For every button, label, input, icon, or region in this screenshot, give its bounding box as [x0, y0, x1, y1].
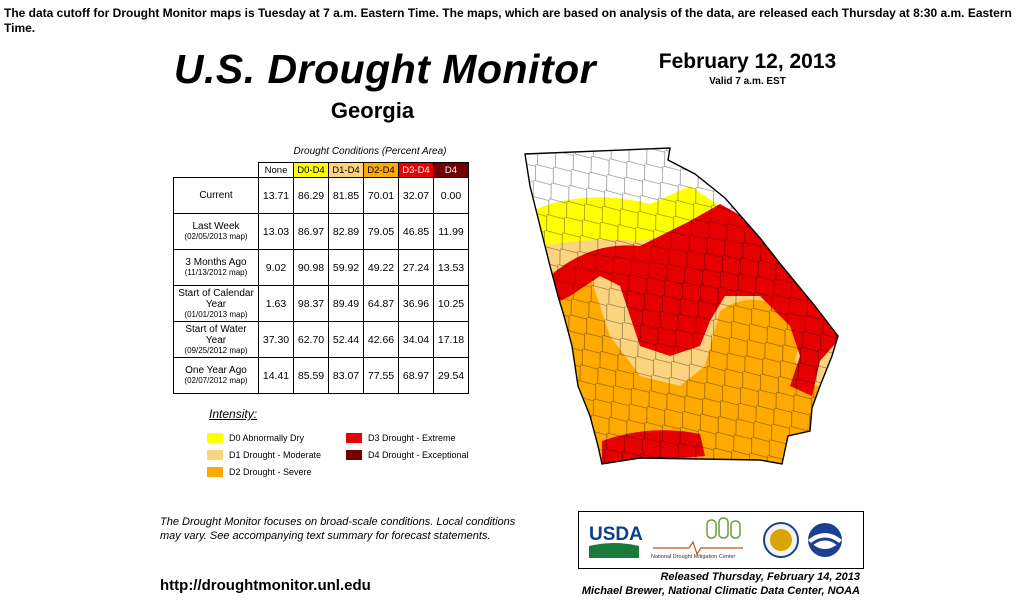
column-header: D1-D4 — [328, 162, 364, 178]
map-title: U.S. Drought Monitor — [173, 46, 597, 92]
usda-logo: USDA — [589, 524, 643, 558]
legend-item-d1: D1 Drought - Moderate — [207, 450, 321, 460]
table-cell: 1.63 — [258, 285, 294, 322]
table-cell: 77.55 — [363, 357, 399, 394]
table-corner — [174, 163, 259, 178]
row-label: Start of Water Year (09/25/2012 map) — [173, 321, 259, 358]
table-cell: 90.98 — [293, 249, 329, 286]
table-cell: 85.59 — [293, 357, 329, 394]
disclaimer-note: The Drought Monitor focuses on broad-sca… — [160, 516, 516, 542]
table-cell: 13.53 — [433, 249, 469, 286]
legend-label: D0 Abnormally Dry — [229, 433, 305, 443]
table-cell: 34.04 — [398, 321, 434, 358]
table-row: Start of Calendar Year (01/01/2013 map) 1… — [173, 285, 469, 322]
author-credit: Michael Brewer, National Climatic Data C… — [581, 585, 860, 597]
georgia-drought-map — [524, 147, 839, 465]
column-header: None — [258, 162, 294, 178]
legend-label: D4 Drought - Exceptional — [368, 450, 469, 460]
table-cell: 82.89 — [328, 213, 364, 250]
legend-swatch — [207, 433, 223, 443]
legend-swatch — [346, 433, 362, 443]
column-header: D3-D4 — [398, 162, 434, 178]
table-cell: 70.01 — [363, 177, 399, 214]
table-cell: 98.37 — [293, 285, 329, 322]
legend-item-d4: D4 Drought - Exceptional — [346, 450, 469, 460]
legend-item-d3: D3 Drought - Extreme — [346, 433, 456, 443]
column-header: D0-D4 — [293, 162, 329, 178]
table-cell: 17.18 — [433, 321, 469, 358]
usda-logo-text: USDA — [589, 524, 643, 545]
table-cell: 27.24 — [398, 249, 434, 286]
release-date: Released Thursday, February 14, 2013 — [660, 571, 860, 583]
column-header: D2-D4 — [363, 162, 399, 178]
table-cell: 79.05 — [363, 213, 399, 250]
table-cell: 81.85 — [328, 177, 364, 214]
legend-swatch — [346, 450, 362, 460]
table-cell: 86.29 — [293, 177, 329, 214]
table-cell: 46.85 — [398, 213, 434, 250]
table-cell: 14.41 — [258, 357, 294, 394]
table-row: 3 Months Ago (11/13/2012 map) 9.02 90.98 … — [173, 249, 469, 286]
row-label: Start of Calendar Year (01/01/2013 map) — [173, 285, 259, 322]
table-row: Last Week (02/05/2013 map) 13.03 86.97 82… — [173, 213, 469, 250]
legend-item-d0: D0 Abnormally Dry — [207, 433, 304, 443]
table-caption: Drought Conditions (Percent Area) — [293, 146, 447, 157]
table-cell: 64.87 — [363, 285, 399, 322]
legend-swatch — [207, 467, 223, 477]
table-cell: 13.71 — [258, 177, 294, 214]
row-label: Current — [173, 177, 259, 214]
table-cell: 0.00 — [433, 177, 469, 214]
table-cell: 11.99 — [433, 213, 469, 250]
state-name: Georgia — [330, 98, 415, 123]
legend-label: D1 Drought - Moderate — [229, 450, 322, 460]
table-cell: 83.07 — [328, 357, 364, 394]
partner-logos: USDA National Drought Mitigation Center — [578, 511, 864, 569]
release-info: Released Thursday, February 14, 2013 Mic… — [520, 570, 860, 598]
table-cell: 62.70 — [293, 321, 329, 358]
commerce-seal-icon — [763, 522, 799, 558]
table-cell: 52.44 — [328, 321, 364, 358]
table-cell: 13.03 — [258, 213, 294, 250]
table-cell: 49.22 — [363, 249, 399, 286]
table-row: Start of Water Year (09/25/2012 map) 37.3… — [173, 321, 469, 358]
logos-strip: USDA National Drought Mitigation Center — [589, 517, 842, 560]
legend-label: D2 Drought - Severe — [229, 467, 312, 477]
intensity-legend-title: Intensity: — [209, 407, 258, 421]
table-cell: 42.66 — [363, 321, 399, 358]
row-label: Last Week (02/05/2013 map) — [173, 213, 259, 250]
table-cell: 9.02 — [258, 249, 294, 286]
table-cell: 10.25 — [433, 285, 469, 322]
table-cell: 59.92 — [328, 249, 364, 286]
county-lines — [525, 148, 838, 464]
valid-time: Valid 7 a.m. EST — [709, 76, 786, 87]
drought-conditions-table: None D0-D4 D1-D4 D2-D4 D3-D4 D4 Current … — [173, 162, 469, 394]
table-cell: 29.54 — [433, 357, 469, 394]
column-header: D4 — [433, 162, 469, 178]
table-cell: 37.30 — [258, 321, 294, 358]
row-label: One Year Ago (02/07/2012 map) — [173, 357, 259, 394]
table-cell: 68.97 — [398, 357, 434, 394]
noaa-logo-icon — [808, 523, 842, 557]
table-cell: 86.97 — [293, 213, 329, 250]
legend-label: D3 Drought - Extreme — [368, 433, 456, 443]
table-cell: 32.07 — [398, 177, 434, 214]
table-row: Current 13.71 86.29 81.85 70.01 32.07 0.… — [173, 177, 469, 214]
table-row: One Year Ago (02/07/2012 map) 14.41 85.59… — [173, 357, 469, 394]
table-cell: 89.49 — [328, 285, 364, 322]
map-fill-layer — [525, 148, 838, 464]
state-outline — [524, 147, 839, 465]
map-date: February 12, 2013 — [658, 50, 837, 73]
website-link[interactable]: http://droughtmonitor.unl.edu — [160, 577, 371, 594]
data-cutoff-notice: The data cutoff for Drought Monitor maps… — [4, 6, 1012, 35]
ndmc-logo: National Drought Mitigation Center — [651, 517, 743, 560]
table-cell: 36.96 — [398, 285, 434, 322]
legend-swatch — [207, 450, 223, 460]
ndmc-logo-text: National Drought Mitigation Center — [651, 554, 736, 560]
row-label: 3 Months Ago (11/13/2012 map) — [173, 249, 259, 286]
legend-item-d2: D2 Drought - Severe — [207, 467, 312, 477]
